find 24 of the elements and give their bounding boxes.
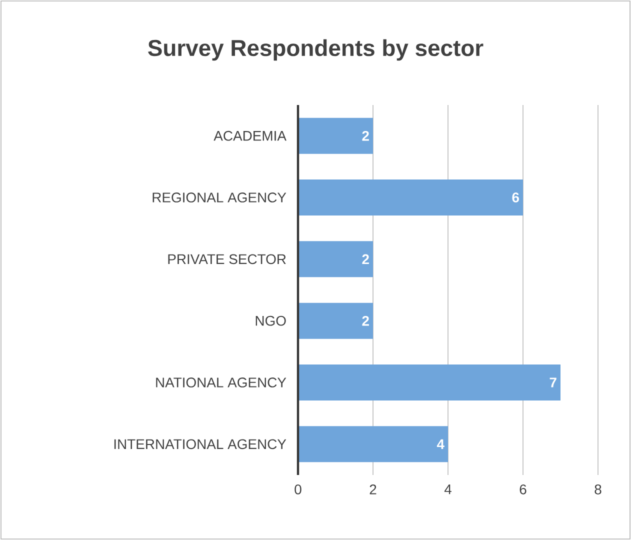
data-label: 2 (362, 130, 369, 141)
y-tick-label: INTERNATIONAL AGENCY (114, 439, 286, 450)
y-tick-label: PRIVATE SECTOR (168, 254, 286, 264)
y-tick-label: NGO (256, 316, 286, 326)
x-tick-label: 8 (594, 484, 602, 494)
y-tick-label: NATIONAL AGENCY (156, 378, 286, 388)
bar (298, 364, 561, 400)
y-tick-label: ACADEMIA (214, 130, 286, 141)
x-tick-label: 4 (444, 484, 452, 494)
x-tick-label: 0 (294, 484, 302, 494)
data-label: 2 (362, 316, 369, 326)
bar (298, 302, 374, 339)
bar (298, 179, 524, 216)
bar (298, 241, 374, 278)
data-label: 4 (436, 439, 444, 449)
data-label: 2 (362, 254, 369, 264)
x-tick-label: 6 (520, 484, 526, 494)
chart-title: Survey Respondents by sector (148, 39, 484, 61)
data-label: 6 (512, 192, 519, 202)
bar (298, 426, 448, 462)
y-tick-label: REGIONAL AGENCY (152, 192, 286, 202)
x-tick-label: 2 (370, 484, 376, 494)
data-label: 7 (550, 378, 556, 388)
bar (298, 118, 374, 154)
